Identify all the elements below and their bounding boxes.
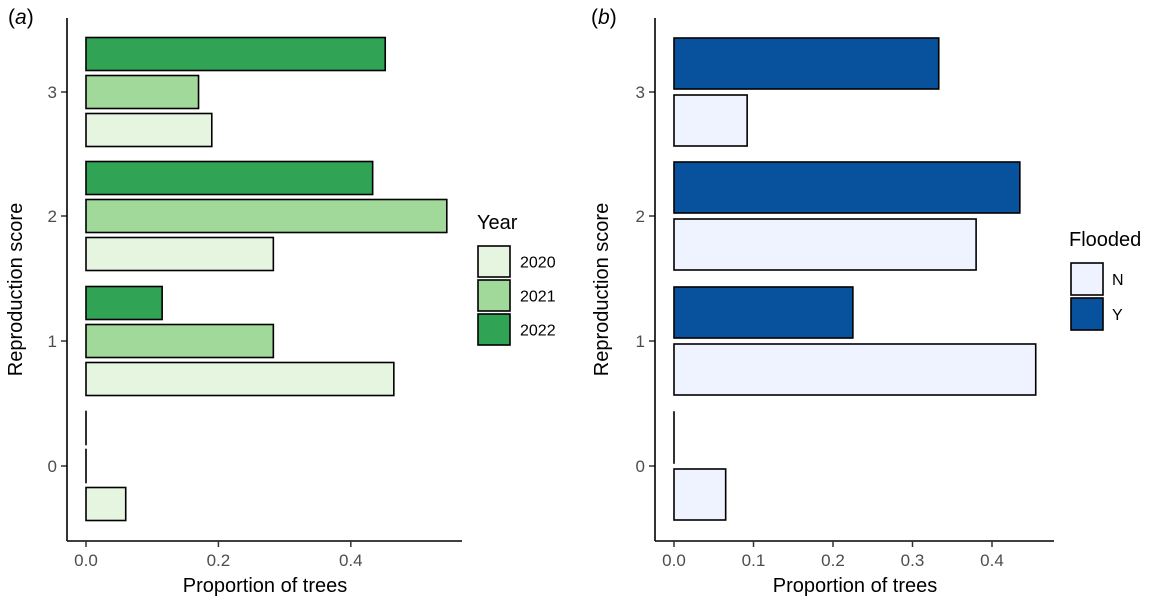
bar-2020-score-3 bbox=[85, 112, 213, 148]
y-tick-label: 2 bbox=[636, 207, 645, 226]
bar-2021-score-2 bbox=[85, 198, 448, 234]
bar-2022-score-1 bbox=[85, 285, 163, 321]
legend-key-2022 bbox=[477, 313, 511, 346]
y-tick-label: 1 bbox=[636, 332, 645, 351]
bar-2022-score-3 bbox=[85, 36, 387, 72]
x-tick-label: 0.4 bbox=[980, 551, 1004, 570]
y-tick-label: 3 bbox=[48, 83, 57, 102]
panel-label: (a) bbox=[8, 6, 34, 29]
x-tick-label: 0.0 bbox=[662, 551, 686, 570]
x-tick-label: 0.0 bbox=[74, 551, 98, 570]
y-axis-title: Reproduction score bbox=[591, 203, 613, 376]
bar-2020-score-1 bbox=[85, 361, 395, 397]
x-tick-label: 0.2 bbox=[207, 551, 231, 570]
legend-label: N bbox=[1112, 272, 1124, 289]
bar-2021-score-3 bbox=[85, 74, 200, 110]
panel-label: (b) bbox=[591, 6, 617, 29]
x-tick-label: 0.3 bbox=[901, 551, 925, 570]
x-axis-title: Proportion of trees bbox=[773, 575, 938, 597]
legend-key-2020 bbox=[477, 245, 511, 278]
y-tick-label: 2 bbox=[48, 207, 57, 226]
bar-Y-score-2 bbox=[673, 161, 1021, 214]
x-tick-label: 0.4 bbox=[339, 551, 363, 570]
legend-key-N bbox=[1070, 262, 1104, 296]
y-axis-title: Reproduction score bbox=[5, 203, 27, 376]
legend-key-2021 bbox=[477, 279, 511, 312]
y-tick-label: 0 bbox=[636, 457, 645, 476]
legend: Flooded N Y bbox=[1069, 229, 1141, 331]
bar-2021-score-1 bbox=[85, 323, 275, 359]
bar-2020-score-0 bbox=[85, 486, 127, 522]
legend-title: Flooded bbox=[1069, 229, 1141, 251]
x-axis-title: Proportion of trees bbox=[183, 575, 348, 597]
x-tick-label: 0.1 bbox=[742, 551, 766, 570]
legend-label: 2021 bbox=[520, 289, 556, 306]
bar-Y-score-3 bbox=[673, 37, 940, 90]
legend-label: 2020 bbox=[520, 255, 556, 272]
bar-N-score-2 bbox=[673, 218, 977, 271]
bar-N-score-3 bbox=[673, 94, 748, 147]
bar-N-score-0 bbox=[673, 468, 727, 521]
y-tick-label: 1 bbox=[48, 332, 57, 351]
legend-title: Year bbox=[477, 212, 518, 234]
legend: Year 2020 2021 2022 bbox=[477, 212, 556, 346]
legend-label: 2022 bbox=[520, 323, 556, 340]
panel-b: 0 1 2 3 0.0 0.1 0.2 0.3 0.4 Proportion of trees Re… bbox=[591, 6, 1141, 597]
legend-label: Y bbox=[1112, 307, 1123, 324]
bar-Y-score-1 bbox=[673, 286, 854, 339]
panel-a: 0 1 2 3 0.0 0.2 0.4 Proportion of trees Reproduc… bbox=[5, 6, 556, 597]
bar-2020-score-2 bbox=[85, 236, 275, 272]
x-tick-label: 0.2 bbox=[821, 551, 845, 570]
y-tick-label: 3 bbox=[636, 83, 645, 102]
bar-2022-score-2 bbox=[85, 160, 374, 196]
legend-key-Y bbox=[1070, 297, 1104, 331]
bar-N-score-1 bbox=[673, 343, 1037, 396]
y-tick-label: 0 bbox=[48, 457, 57, 476]
